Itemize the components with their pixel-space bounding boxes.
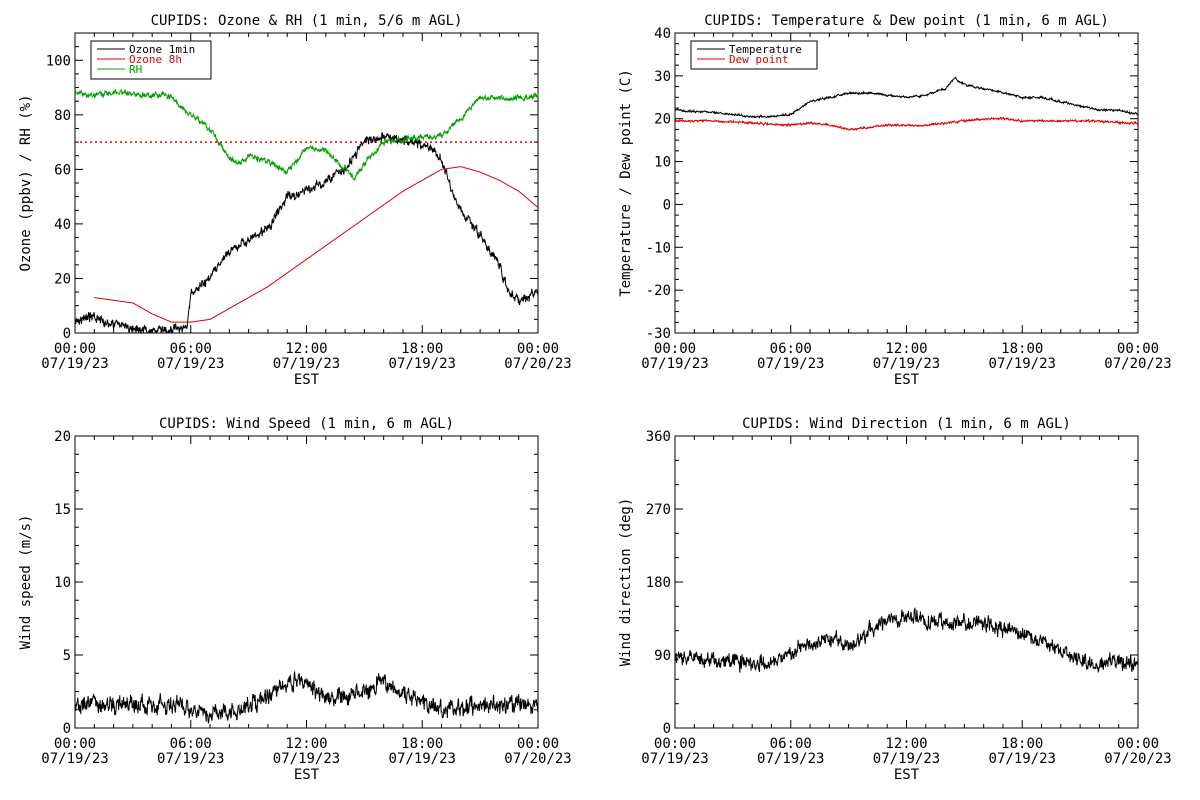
series-line-1 [674, 76, 1139, 119]
chart-panel-1: CUPIDS: Ozone & RH (1 min, 5/6 m AGL) 0 20… [18, 13, 572, 388]
chart-title: CUPIDS: Wind Speed (1 min, 6 m AGL) [159, 416, 454, 432]
x-tick-date-label: 07/19/23 [157, 751, 224, 767]
y-tick-label: 5 [63, 648, 71, 664]
legend-label: Dew point [729, 53, 789, 66]
x-tick-time-label: 12:00 [285, 341, 327, 357]
x-tick-date-label: 07/20/23 [1104, 751, 1171, 767]
x-tick-time-label: 06:00 [170, 736, 212, 752]
plot-frame [74, 435, 539, 729]
y-tick-label: 40 [54, 217, 71, 233]
chart-panel-2: CUPIDS: Temperature & Dew point (1 min, … [618, 13, 1172, 388]
x-tick-time-label: 12:00 [285, 736, 327, 752]
x-axis-label: EST [294, 372, 320, 388]
x-tick-time-label: 06:00 [170, 341, 212, 357]
plot-frame [674, 32, 1139, 334]
y-tick-label: 270 [646, 502, 671, 518]
y-axis-label: Ozone (ppbv) / RH (%) [18, 94, 34, 271]
x-axis-label: EST [894, 767, 920, 783]
x-tick-time-label: 00:00 [1117, 341, 1159, 357]
y-tick-label: 180 [646, 575, 671, 591]
x-tick-date-label: 07/19/23 [873, 356, 940, 372]
x-tick-date-label: 07/19/23 [989, 356, 1056, 372]
legend-label: Ozone 8h [129, 53, 182, 66]
legend-label: Temperature [729, 43, 802, 56]
x-tick-date-label: 07/19/23 [157, 356, 224, 372]
y-tick-label: 20 [654, 112, 671, 128]
y-axis-label: Wind speed (m/s) [18, 515, 34, 650]
y-tick-label: 360 [646, 429, 671, 445]
y-tick-label: 0 [663, 197, 671, 213]
y-axis-label: Wind direction (deg) [618, 498, 634, 667]
x-tick-date-label: 07/20/23 [504, 751, 571, 767]
y-tick-label: 20 [54, 271, 71, 287]
y-tick-label: 40 [654, 26, 671, 42]
x-tick-date-label: 07/19/23 [273, 356, 340, 372]
x-tick-date-label: 07/19/23 [873, 751, 940, 767]
x-tick-date-label: 07/20/23 [1104, 356, 1171, 372]
x-tick-date-label: 07/19/23 [389, 751, 456, 767]
x-axis-label: EST [294, 767, 320, 783]
y-tick-label: -20 [646, 283, 671, 299]
x-tick-time-label: 00:00 [54, 341, 96, 357]
y-tick-label: 90 [654, 648, 671, 664]
legend-label: Ozone 1min [129, 43, 195, 56]
y-tick-label: 80 [54, 108, 71, 124]
x-tick-date-label: 07/20/23 [504, 356, 571, 372]
x-tick-date-label: 07/19/23 [989, 751, 1056, 767]
x-tick-date-label: 07/19/23 [389, 356, 456, 372]
series-line-3 [74, 88, 539, 182]
x-tick-time-label: 18:00 [401, 341, 443, 357]
y-tick-label: 30 [654, 69, 671, 85]
x-tick-time-label: 00:00 [654, 341, 696, 357]
chart-panel-3: CUPIDS: Wind Speed (1 min, 6 m AGL) 0 5 10 1… [18, 416, 572, 783]
x-tick-time-label: 00:00 [517, 736, 559, 752]
x-axis-label: EST [894, 372, 920, 388]
x-tick-time-label: 06:00 [770, 341, 812, 357]
y-axis-label: Temperature / Dew point (C) [618, 69, 634, 297]
plot-frame [674, 435, 1139, 729]
chart-panel-4: CUPIDS: Wind Direction (1 min, 6 m AGL) 0… [618, 416, 1172, 783]
chart-title: CUPIDS: Ozone & RH (1 min, 5/6 m AGL) [151, 13, 463, 29]
x-tick-date-label: 07/19/23 [273, 751, 340, 767]
x-tick-time-label: 18:00 [1001, 736, 1043, 752]
x-tick-date-label: 07/19/23 [757, 356, 824, 372]
series-line-1 [74, 132, 539, 335]
x-tick-time-label: 18:00 [401, 736, 443, 752]
x-tick-time-label: 00:00 [1117, 736, 1159, 752]
x-tick-time-label: 00:00 [517, 341, 559, 357]
y-tick-label: 0 [63, 721, 71, 737]
y-tick-label: -30 [646, 326, 671, 342]
x-tick-time-label: 00:00 [654, 736, 696, 752]
x-tick-time-label: 00:00 [54, 736, 96, 752]
legend-box [90, 40, 212, 80]
chart-title: CUPIDS: Temperature & Dew point (1 min, … [704, 13, 1109, 29]
y-tick-label: 10 [54, 575, 71, 591]
series-line-1 [74, 671, 539, 724]
series-line-2 [674, 116, 1139, 132]
x-tick-date-label: 07/19/23 [41, 356, 108, 372]
x-tick-date-label: 07/19/23 [641, 751, 708, 767]
x-tick-date-label: 07/19/23 [641, 356, 708, 372]
y-tick-label: 15 [54, 502, 71, 518]
x-tick-date-label: 07/19/23 [41, 751, 108, 767]
x-tick-date-label: 07/19/23 [757, 751, 824, 767]
x-tick-time-label: 06:00 [770, 736, 812, 752]
y-tick-label: 20 [54, 429, 71, 445]
x-tick-time-label: 12:00 [885, 341, 927, 357]
x-tick-time-label: 12:00 [885, 736, 927, 752]
y-tick-label: 60 [54, 162, 71, 178]
legend-box [690, 40, 818, 70]
series-line-2 [94, 166, 539, 323]
y-tick-label: 0 [663, 721, 671, 737]
y-tick-label: 100 [46, 53, 71, 69]
y-tick-label: -10 [646, 240, 671, 256]
legend-label: RH [129, 63, 142, 76]
chart-title: CUPIDS: Wind Direction (1 min, 6 m AGL) [742, 416, 1071, 432]
x-tick-time-label: 18:00 [1001, 341, 1043, 357]
y-tick-label: 10 [654, 155, 671, 171]
series-line-1 [674, 607, 1139, 674]
y-tick-label: 0 [63, 326, 71, 342]
